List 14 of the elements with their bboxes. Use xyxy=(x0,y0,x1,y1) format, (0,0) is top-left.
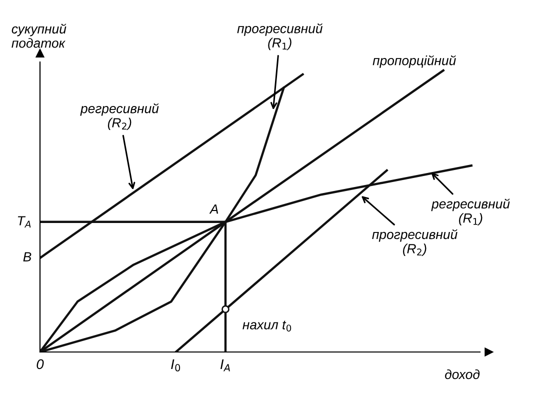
x-tick-label: I$_{0}$ xyxy=(171,359,180,372)
annotation: A xyxy=(209,204,218,214)
x-axis-title: доход xyxy=(445,369,480,380)
y-axis-title: сукупний податок xyxy=(12,24,66,48)
annotation: прогресивний (R$_{1}$) xyxy=(237,23,322,50)
x-tick-label: 0 xyxy=(36,359,44,370)
annotation: нахил t$_{0}$ xyxy=(242,320,292,332)
x-tick-label: I$_{A}$ xyxy=(220,359,230,372)
annotation: прогресивний (R$_{2}$) xyxy=(372,229,458,256)
annotation: пропорційний xyxy=(372,55,456,68)
annotation: B xyxy=(23,252,32,262)
annotation: регресивний (R$_{1}$) xyxy=(431,198,510,226)
annotation: регресивний (R$_{2}$) xyxy=(80,103,159,130)
annotation: T$_{A}$ xyxy=(18,216,31,228)
